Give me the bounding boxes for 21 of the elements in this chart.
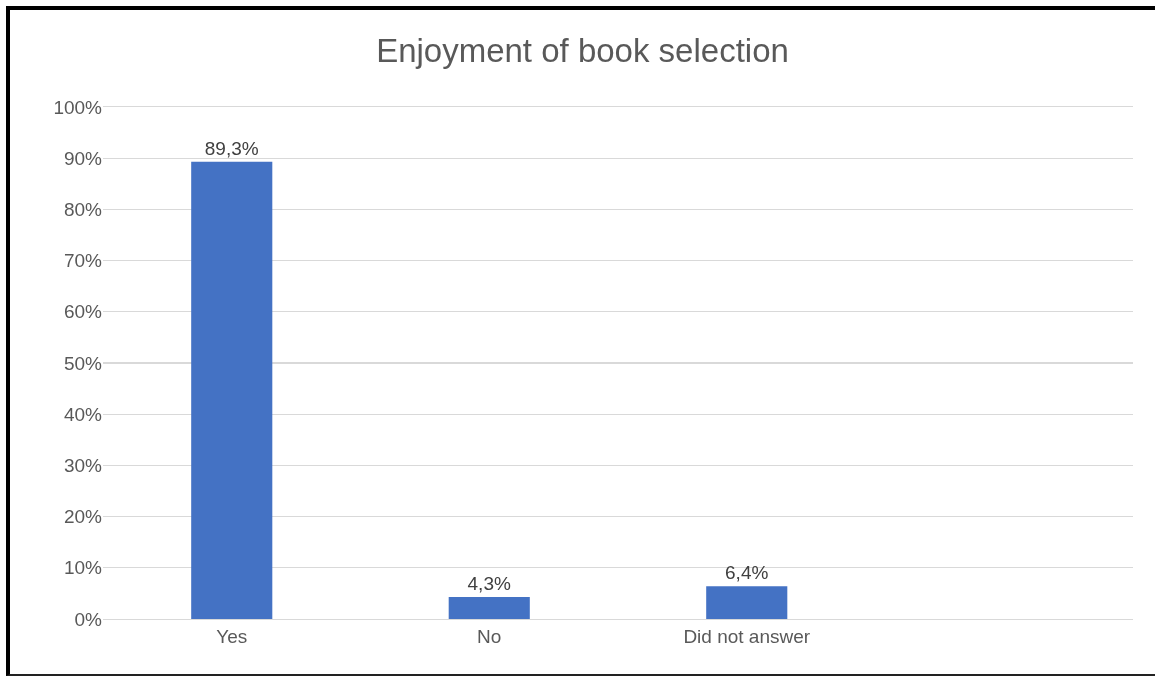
x-tick-label: Yes [216,626,248,648]
data-label: 4,3% [467,572,511,594]
y-tick-label: 60% [63,301,103,323]
bar [706,586,788,619]
chart-title: Enjoyment of book selection [376,31,789,69]
bar [191,161,273,619]
y-tick-label: 10% [63,557,103,579]
y-tick-label: 0% [74,608,103,630]
y-tick-label: 50% [63,352,103,374]
x-tick-label: Did not answer [683,626,811,648]
data-label: 89,3% [204,137,259,159]
y-tick-label: 80% [63,199,103,221]
y-tick-label: 100% [53,96,103,118]
bar [448,596,530,619]
y-tick-label: 30% [63,455,103,477]
y-tick-label: 40% [63,403,103,425]
y-tick-label: 20% [63,506,103,528]
y-tick-label: 70% [63,250,103,272]
x-tick-label: No [477,626,502,648]
data-label: 6,4% [725,562,769,584]
y-tick-label: 90% [63,147,103,169]
